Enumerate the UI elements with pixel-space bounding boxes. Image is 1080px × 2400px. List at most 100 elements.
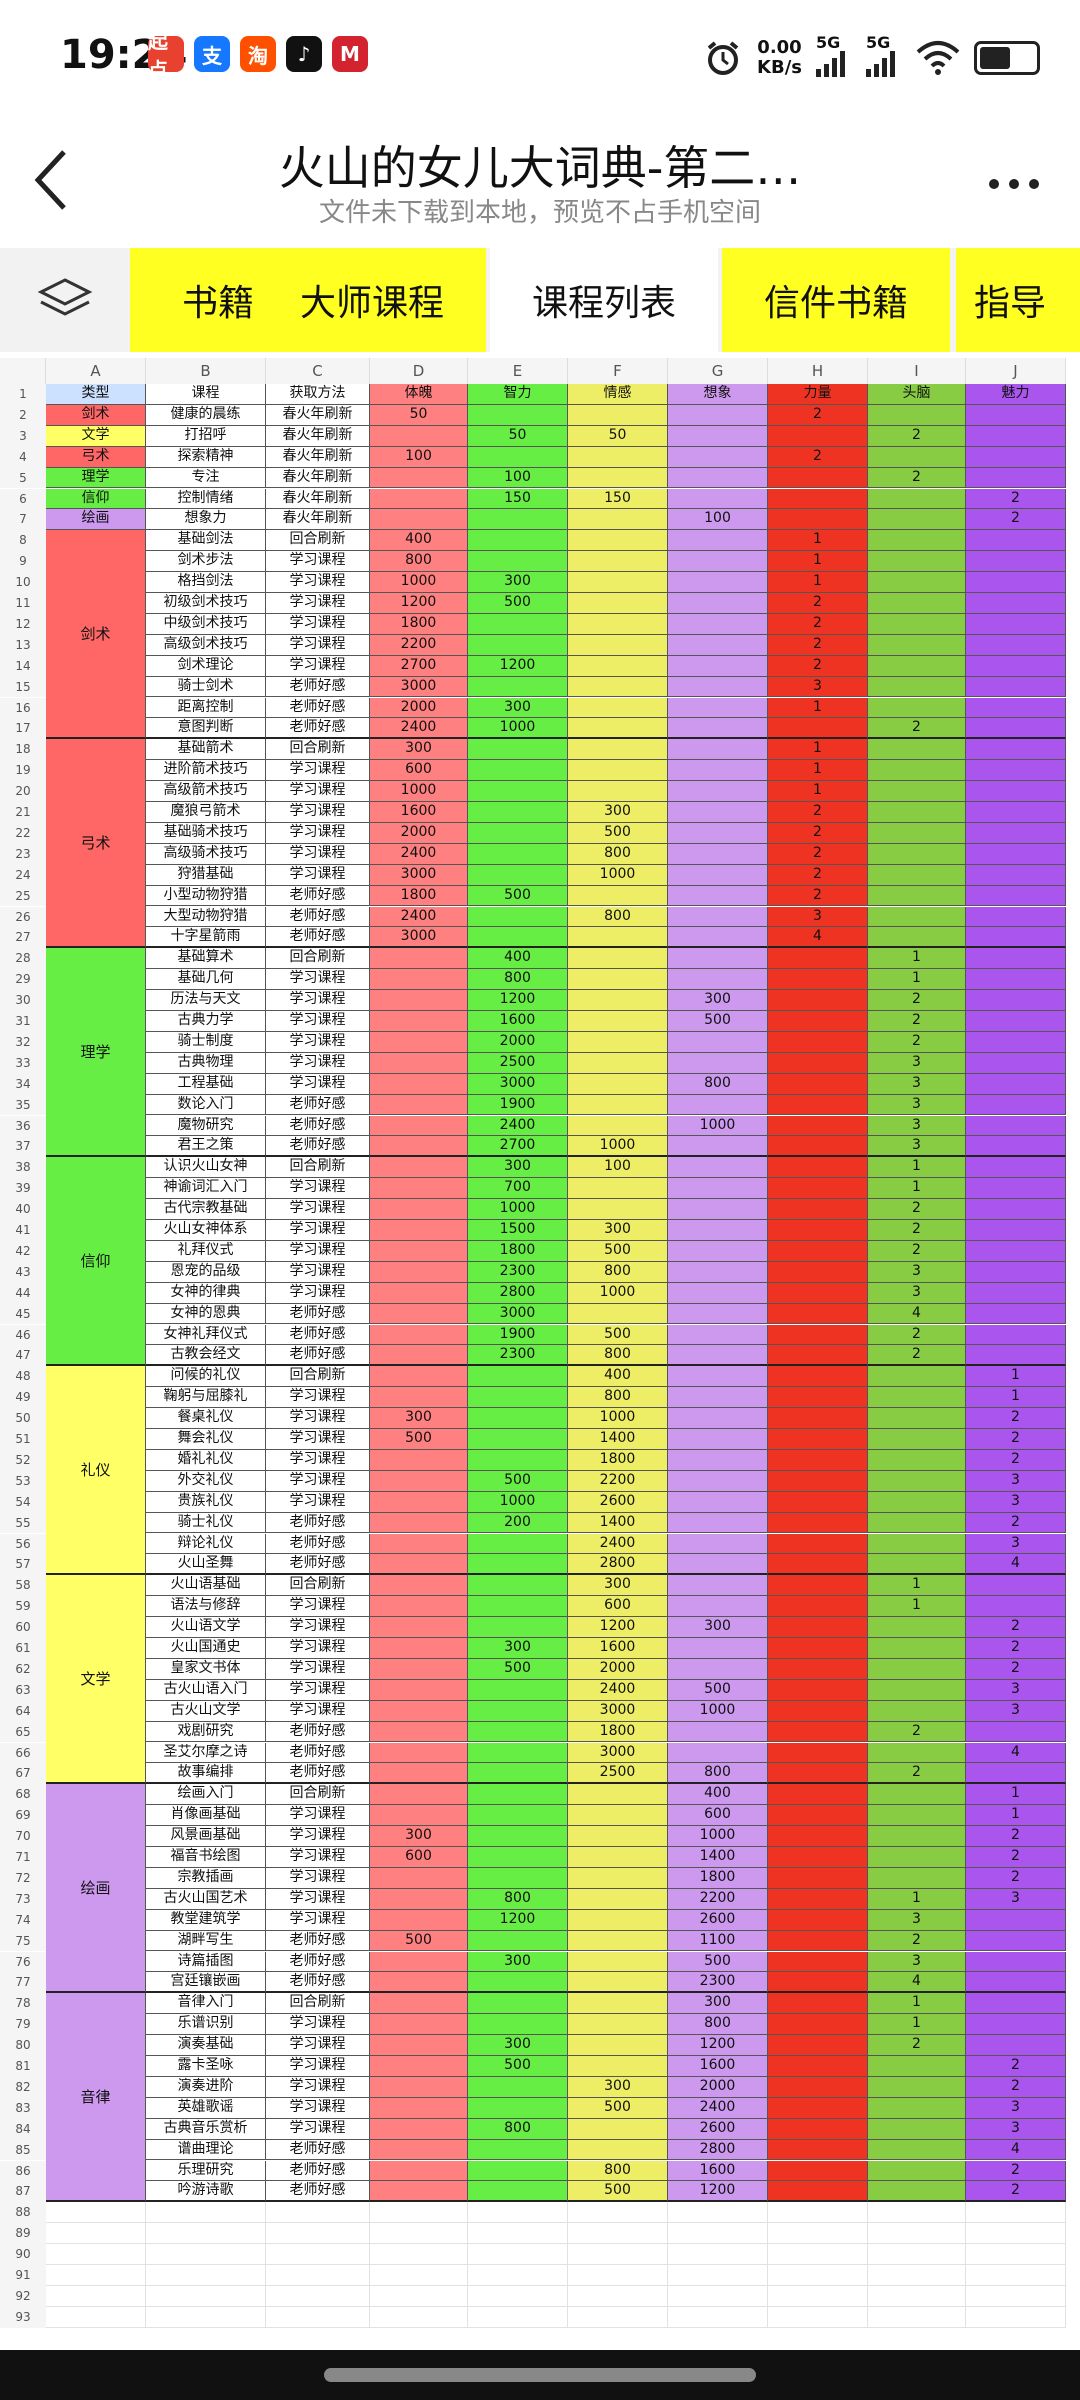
table-cell[interactable]: 风景画基础 — [146, 1826, 266, 1847]
table-cell[interactable]: 2 — [966, 2056, 1066, 2077]
table-cell[interactable]: 谱曲理论 — [146, 2139, 266, 2161]
row-number[interactable]: 40 — [0, 1199, 46, 1220]
row-number[interactable]: 71 — [0, 1847, 46, 1868]
table-cell[interactable]: 2600 — [568, 1491, 668, 1513]
table-cell[interactable]: 300 — [370, 1826, 468, 1847]
table-cell[interactable]: 老师好感 — [266, 1972, 370, 1994]
table-cell[interactable]: 骑士剑术 — [146, 676, 266, 698]
table-cell[interactable] — [668, 864, 768, 886]
row-number[interactable]: 3 — [0, 425, 46, 447]
table-cell[interactable]: 老师好感 — [266, 2139, 370, 2161]
table-cell[interactable]: 1 — [966, 1366, 1066, 1388]
table-cell[interactable] — [966, 1930, 1066, 1952]
table-cell[interactable] — [868, 802, 966, 823]
table-cell[interactable] — [768, 2160, 868, 2182]
row-number[interactable]: 61 — [0, 1638, 46, 1659]
table-cell[interactable] — [568, 2244, 668, 2265]
table-cell[interactable]: 学习课程 — [266, 822, 370, 844]
table-cell[interactable] — [768, 2223, 868, 2245]
table-cell[interactable]: 学习课程 — [266, 1408, 370, 1429]
table-cell[interactable] — [868, 655, 966, 677]
table-cell[interactable]: 情感 — [568, 384, 668, 405]
row-number[interactable]: 1 — [0, 384, 46, 405]
table-cell[interactable]: 学习课程 — [266, 802, 370, 823]
table-cell[interactable]: 戏剧研究 — [146, 1721, 266, 1743]
table-cell[interactable]: 语法与修辞 — [146, 1596, 266, 1618]
table-cell[interactable]: 春火年刷新 — [266, 404, 370, 426]
more-options-button[interactable] — [988, 154, 1040, 194]
table-cell[interactable]: 2200 — [370, 634, 468, 656]
table-cell[interactable]: 3 — [868, 1136, 966, 1158]
table-cell[interactable] — [468, 613, 568, 635]
table-cell[interactable] — [768, 1094, 868, 1116]
table-cell[interactable] — [568, 1805, 668, 1827]
table-cell[interactable] — [568, 1972, 668, 1994]
table-cell[interactable] — [768, 1178, 868, 1200]
table-cell[interactable]: 1400 — [568, 1512, 668, 1534]
table-cell[interactable] — [668, 885, 768, 907]
table-cell[interactable]: 600 — [568, 1596, 668, 1618]
table-cell[interactable] — [668, 1638, 768, 1659]
table-cell[interactable] — [668, 1596, 768, 1618]
table-cell[interactable]: 学习课程 — [266, 593, 370, 614]
table-cell[interactable] — [768, 1491, 868, 1513]
table-cell[interactable]: 2 — [966, 1638, 1066, 1659]
sheet-list-button[interactable] — [0, 248, 130, 352]
table-cell[interactable]: 1000 — [668, 1700, 768, 1722]
table-cell[interactable] — [966, 1199, 1066, 1220]
table-cell[interactable] — [568, 927, 668, 949]
table-cell[interactable] — [468, 530, 568, 552]
table-cell[interactable]: 格挡剑法 — [146, 572, 266, 593]
table-cell[interactable]: 学习课程 — [266, 2076, 370, 2098]
table-cell[interactable] — [668, 1554, 768, 1576]
table-cell[interactable] — [768, 1993, 868, 2015]
table-cell[interactable] — [966, 1763, 1066, 1785]
table-cell[interactable] — [868, 843, 966, 865]
table-cell[interactable] — [668, 781, 768, 802]
table-cell[interactable] — [768, 1575, 868, 1597]
table-cell[interactable] — [468, 1533, 568, 1555]
table-cell[interactable] — [370, 2097, 468, 2119]
column-header-f[interactable]: F — [568, 358, 668, 384]
row-number[interactable]: 33 — [0, 1052, 46, 1074]
table-cell[interactable]: 2700 — [468, 1136, 568, 1158]
table-cell[interactable] — [868, 2285, 966, 2307]
table-cell[interactable] — [768, 1638, 868, 1659]
table-cell[interactable]: 300 — [468, 1638, 568, 1659]
category-group-2[interactable]: 理学 — [46, 948, 146, 1158]
table-cell[interactable]: 2 — [868, 1199, 966, 1220]
row-number[interactable]: 86 — [0, 2160, 46, 2182]
table-cell[interactable]: 1 — [768, 697, 868, 719]
table-cell[interactable] — [768, 1303, 868, 1325]
table-cell[interactable] — [370, 1763, 468, 1785]
table-cell[interactable]: 800 — [468, 1888, 568, 1910]
table-cell[interactable]: 3 — [966, 1470, 1066, 1492]
table-cell[interactable]: 学习课程 — [266, 1261, 370, 1283]
table-cell[interactable] — [768, 2056, 868, 2077]
table-cell[interactable]: 学习课程 — [266, 1220, 370, 1241]
table-cell[interactable] — [668, 1324, 768, 1346]
column-header-b[interactable]: B — [146, 358, 266, 384]
table-cell[interactable] — [468, 2139, 568, 2161]
table-cell[interactable] — [768, 1261, 868, 1283]
table-cell[interactable]: 2500 — [568, 1763, 668, 1785]
row-number[interactable]: 9 — [0, 551, 46, 573]
table-cell[interactable]: 1 — [868, 1178, 966, 1200]
table-cell[interactable] — [568, 948, 668, 970]
table-cell[interactable] — [370, 969, 468, 991]
table-cell[interactable]: 3 — [768, 906, 868, 928]
table-cell[interactable]: 2 — [966, 1867, 1066, 1889]
table-cell[interactable]: 1800 — [568, 1721, 668, 1743]
table-cell[interactable]: 老师好感 — [266, 2160, 370, 2182]
table-cell[interactable] — [468, 2181, 568, 2203]
row-number[interactable]: 55 — [0, 1512, 46, 1534]
table-cell[interactable] — [668, 1449, 768, 1471]
table-cell[interactable]: 学习课程 — [266, 1679, 370, 1701]
table-cell[interactable]: 1 — [868, 2014, 966, 2036]
table-cell[interactable]: 学习课程 — [266, 1199, 370, 1220]
row-number[interactable]: 63 — [0, 1679, 46, 1701]
table-cell[interactable] — [468, 739, 568, 761]
table-cell[interactable] — [468, 1366, 568, 1388]
row-number[interactable]: 30 — [0, 990, 46, 1011]
table-cell[interactable] — [966, 1240, 1066, 1262]
